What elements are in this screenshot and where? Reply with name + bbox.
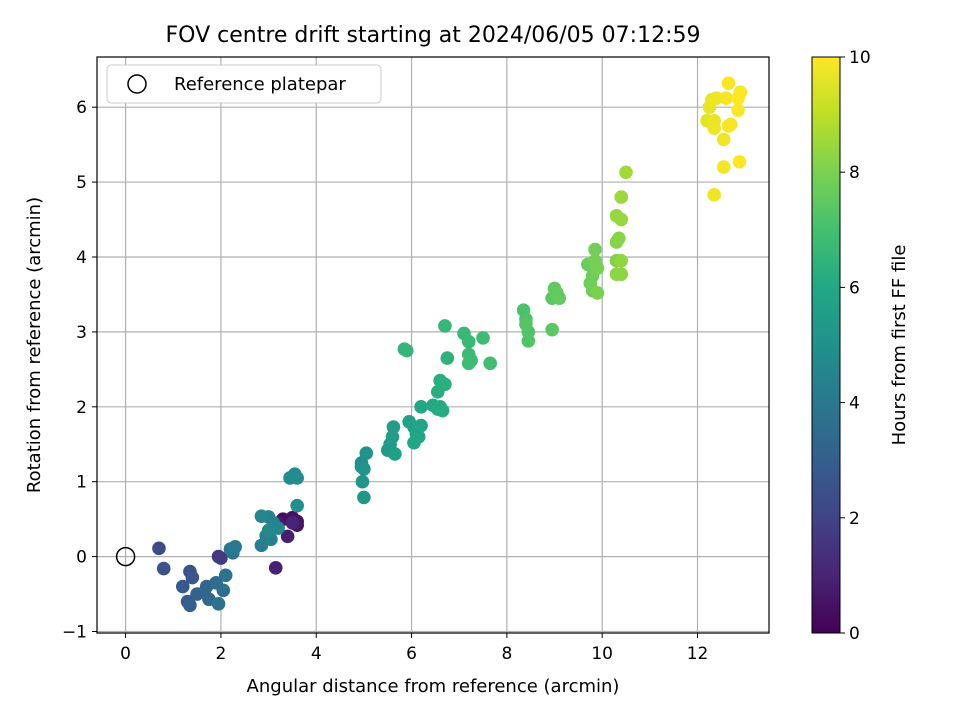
scatter-point: [211, 596, 226, 611]
y-tick-label: 6: [76, 98, 87, 118]
scatter-point: [709, 91, 724, 105]
scatter-point: [716, 132, 731, 147]
scatter-point: [214, 551, 228, 565]
scatter-point: [414, 418, 428, 433]
scatter-point: [414, 399, 428, 414]
y-tick-label: 2: [76, 398, 87, 418]
scatter-point: [290, 498, 304, 513]
scatter-point: [355, 474, 370, 489]
scatter-point: [435, 403, 450, 418]
y-tick-label: −1: [62, 623, 87, 643]
scatter-point: [707, 121, 721, 135]
scatter-point: [183, 598, 197, 613]
x-axis-label: Angular distance from reference (arcmin): [247, 676, 620, 697]
scatter-point: [438, 319, 452, 333]
scatter-point: [261, 523, 276, 538]
y-tick-label: 1: [76, 473, 87, 493]
scatter-point: [721, 76, 736, 91]
scatter-point: [614, 190, 629, 204]
y-tick-label: 5: [76, 173, 87, 193]
scatter-point: [545, 322, 559, 337]
scatter-point: [716, 160, 731, 174]
scatter-point: [519, 317, 533, 332]
x-tick-label: 4: [311, 644, 322, 664]
scatter-point: [185, 570, 200, 585]
colorbar-gradient: [811, 56, 841, 634]
scatter-point: [218, 568, 233, 583]
scatter-point: [619, 165, 633, 180]
scatter-point: [719, 91, 733, 105]
scatter-point: [399, 343, 414, 358]
legend-reference-marker: [127, 74, 147, 94]
legend: Reference platepar: [106, 64, 382, 104]
scatter-point: [461, 334, 476, 349]
data-points: [152, 76, 748, 613]
colorbar-tick-label: 4: [849, 394, 860, 414]
scatter-point: [590, 261, 605, 276]
colorbar-label: Hours from first FF file: [889, 245, 910, 446]
reference-point-marker: [115, 546, 136, 567]
scatter-point: [280, 529, 295, 544]
scatter-point: [357, 462, 371, 476]
y-axis: −1 0 1 2 3 4 5 6: [62, 98, 97, 643]
y-tick-label: 3: [76, 323, 87, 343]
scatter-point: [359, 446, 374, 461]
scatter-point: [614, 267, 629, 282]
grid-lines: [97, 57, 769, 633]
scatter-point: [216, 583, 231, 598]
colorbar: 0 2 4 6 8 10 Hours from first FF file: [811, 48, 910, 644]
scatter-point: [156, 561, 171, 576]
scatter-point: [521, 334, 536, 348]
scatter-point: [388, 447, 402, 461]
colorbar-tick-label: 0: [849, 624, 860, 644]
scatter-point: [614, 253, 629, 268]
colorbar-tick-label: 8: [849, 163, 860, 183]
scatter-point: [733, 85, 748, 100]
scatter-point: [588, 242, 602, 257]
x-tick-label: 6: [406, 644, 417, 664]
scatter-point: [152, 541, 166, 556]
colorbar-ticks: 0 2 4 6 8 10: [840, 48, 871, 644]
colorbar-tick-label: 6: [849, 278, 860, 298]
x-tick-label: 2: [216, 644, 227, 664]
scatter-point: [707, 188, 721, 202]
scatter-point: [175, 579, 190, 594]
x-tick-label: 0: [120, 644, 131, 664]
x-tick-label: 10: [591, 644, 613, 664]
plot-frame: [96, 56, 770, 634]
y-tick-label: 4: [76, 248, 87, 268]
x-axis: 0 2 4 6 8 10 12: [120, 633, 708, 664]
scatter-point: [612, 231, 626, 246]
chart-title: FOV centre drift starting at 2024/06/05 …: [166, 23, 701, 48]
legend-box: [106, 64, 382, 104]
y-axis-label: Rotation from reference (arcmin): [24, 197, 45, 493]
x-tick-label: 12: [687, 644, 709, 664]
colorbar-tick-label: 10: [849, 48, 871, 68]
scatter-point: [357, 490, 371, 505]
scatter-point: [590, 286, 605, 300]
scatter-point: [483, 356, 497, 371]
colorbar-tick-label: 2: [849, 509, 860, 529]
y-tick-label: 0: [76, 548, 87, 568]
scatter-point: [268, 561, 283, 575]
scatter-point: [476, 331, 490, 345]
scatter-point: [550, 286, 564, 300]
scatter-point: [228, 540, 243, 554]
scatter-point: [440, 351, 455, 365]
scatter-point: [732, 155, 747, 169]
scatter-point: [614, 212, 629, 227]
x-tick-label: 8: [501, 644, 512, 664]
scatter-point: [285, 516, 300, 530]
scatter-point: [254, 509, 269, 523]
scatter-point: [407, 435, 421, 450]
scatter-point: [461, 356, 476, 371]
scatter-point: [731, 103, 745, 117]
scatter-point: [724, 117, 738, 132]
scatter-point: [438, 377, 452, 392]
scatter-point: [386, 420, 401, 434]
legend-label: Reference platepar: [174, 74, 346, 95]
scatter-point: [290, 471, 304, 485]
